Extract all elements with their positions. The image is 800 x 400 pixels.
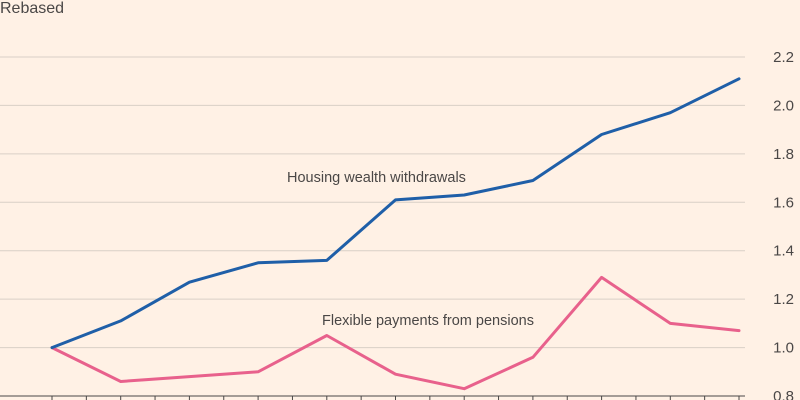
series-label: Flexible payments from pensions [322,313,534,329]
y-tick-label: 2.0 [773,97,794,114]
y-tick-label: 2.2 [773,49,794,66]
y-tick-labels: 0.8 1.0 1.2 1.4 1.6 1.8 2.0 2.2 [773,49,794,400]
y-axis-title: Rebased [0,0,64,17]
y-tick-label: 1.2 [773,291,794,308]
series-line [50,77,741,350]
y-tick-label: 1.0 [773,340,794,357]
grid [0,56,745,397]
x-ticks [51,396,740,400]
series-labels: Housing wealth withdrawals Flexible payme… [287,170,534,329]
y-tick-label: 1.4 [773,243,794,260]
series-label: Housing wealth withdrawals [287,170,466,186]
y-tick-label: 1.8 [773,146,794,163]
series [50,77,741,391]
y-tick-label: 1.6 [773,194,794,211]
y-tick-label: 0.8 [773,388,794,400]
series-line [50,275,741,391]
